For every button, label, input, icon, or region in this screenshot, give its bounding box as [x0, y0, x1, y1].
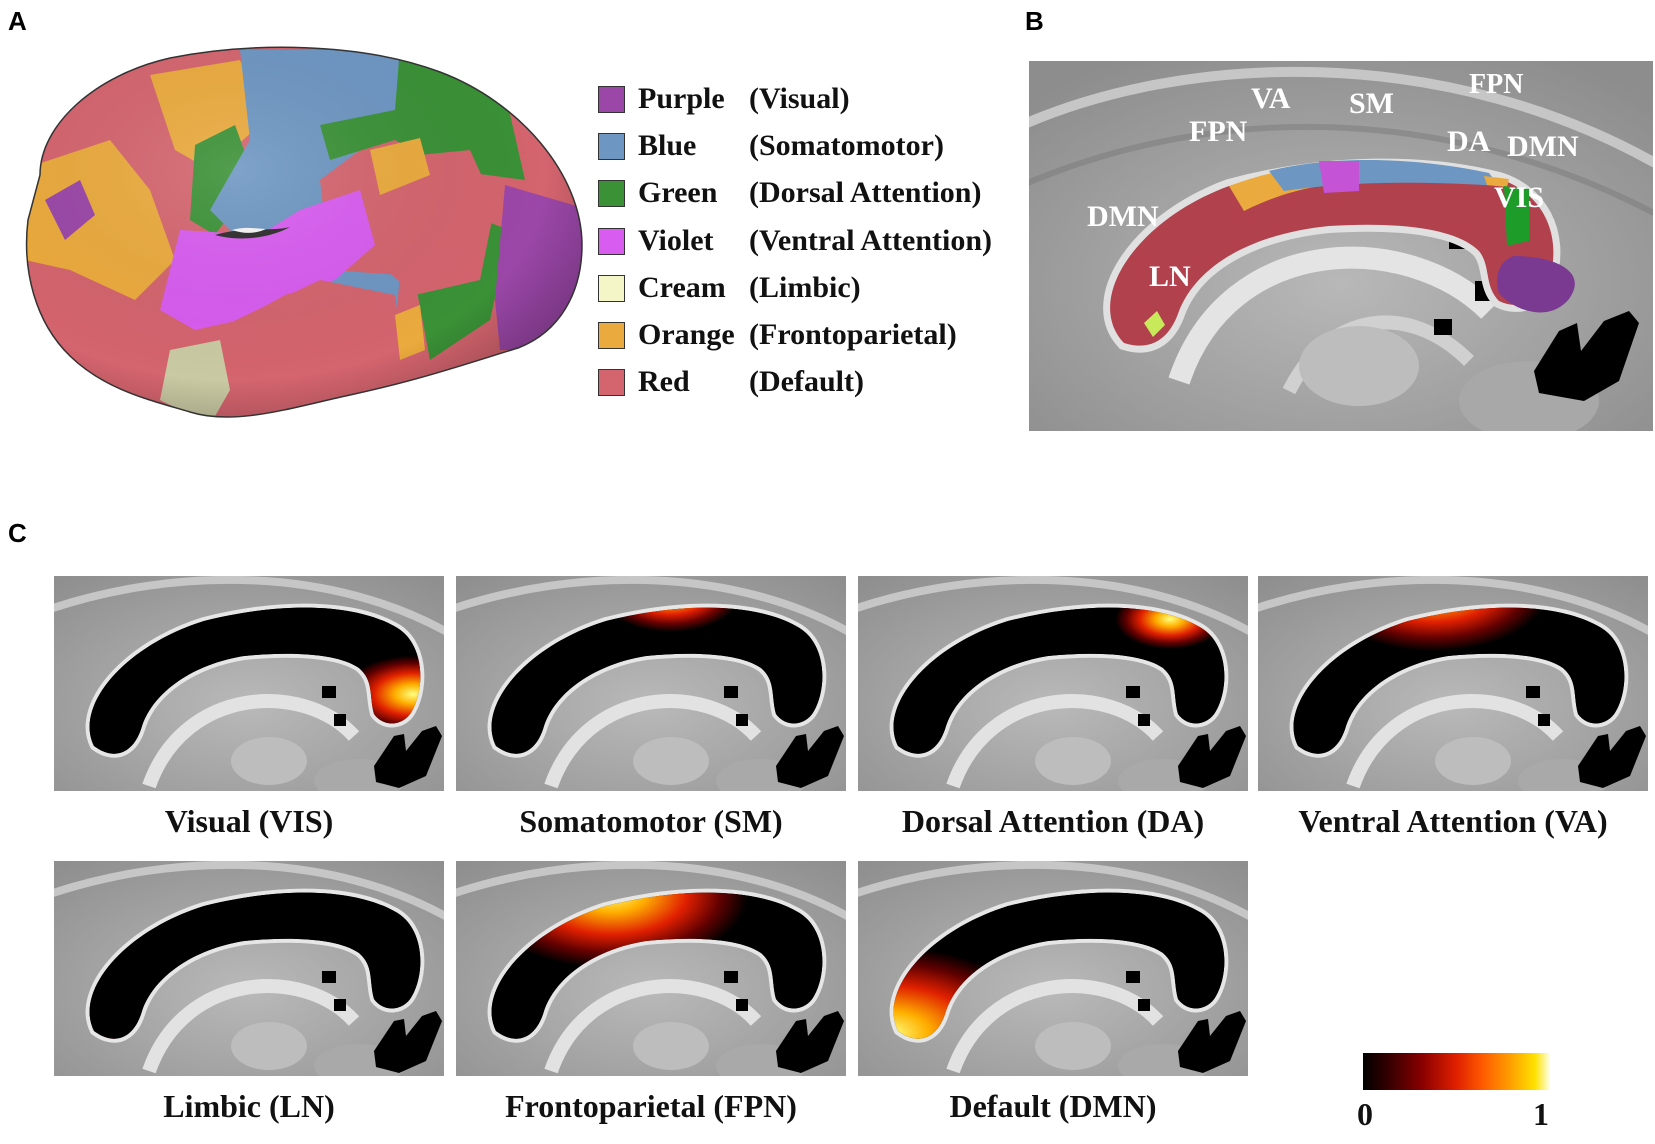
connectivity-map-caption: Dorsal Attention (DA) — [901, 803, 1205, 839]
connectivity-map-caption: Default (DMN) — [949, 1088, 1157, 1124]
legend-color-name: Violet — [638, 223, 714, 257]
connectivity-map-image — [846, 860, 1261, 1088]
connectivity-map-tile: Dorsal Attention (DA) — [846, 575, 1261, 839]
connectivity-map-caption: Somatomotor (SM) — [519, 803, 783, 839]
legend-network-name: (Frontoparietal) — [749, 317, 957, 351]
connectivity-map-image — [846, 575, 1261, 803]
legend-network-name: (Visual) — [749, 82, 850, 115]
connectivity-map-caption: Visual (VIS) — [164, 803, 334, 839]
legend-swatch — [598, 227, 625, 255]
sagittal-label-vis: VIS — [1494, 181, 1544, 214]
sagittal-label-va: VA — [1251, 82, 1291, 115]
connectivity-map-image — [1246, 575, 1655, 803]
connectivity-map-tile: Frontoparietal (FPN) — [444, 860, 859, 1124]
legend-swatch — [598, 180, 625, 208]
legend-color-name: Cream — [638, 270, 726, 304]
connectivity-map-tile: Somatomotor (SM) — [444, 575, 859, 839]
connectivity-map-tile: Ventral Attention (VA) — [1246, 575, 1655, 839]
legend-network-name: (Dorsal Attention) — [749, 176, 982, 210]
connectivity-map-tile: Visual (VIS) — [42, 575, 457, 839]
legend-swatch — [598, 86, 625, 113]
legend-color-name: Orange — [638, 317, 735, 351]
legend-color-name: Red — [638, 365, 690, 399]
panel-letter-c: C — [8, 518, 27, 548]
colorbar-max-label: 1 — [1533, 1096, 1549, 1132]
connectivity-map-caption: Ventral Attention (VA) — [1298, 803, 1608, 839]
colorbar — [1363, 1053, 1550, 1090]
sagittal-label-ln: LN — [1149, 260, 1191, 293]
legend-color-name: Green — [638, 176, 718, 210]
panel-letter-b: B — [1025, 6, 1044, 36]
legend-swatch — [598, 133, 625, 161]
legend-network-name: (Somatomotor) — [749, 129, 944, 163]
connectivity-map-tile: Limbic (LN) — [42, 860, 457, 1124]
legend-network-name: (Default) — [749, 365, 864, 399]
connectivity-map-caption: Frontoparietal (FPN) — [505, 1088, 797, 1124]
connectivity-map-caption: Limbic (LN) — [163, 1088, 335, 1124]
legend-swatch — [598, 274, 625, 302]
connectivity-map-image — [42, 860, 457, 1088]
legend-swatch — [598, 321, 625, 349]
connectivity-map-image — [444, 860, 859, 1088]
sagittal-label-fpn-front: FPN — [1189, 115, 1248, 148]
inflated-cortex-surface — [25, 46, 583, 418]
legend-color-name: Purple — [638, 82, 725, 115]
sagittal-slice: VA SM FPN FPN DA DMN VIS DMN LN — [1029, 61, 1653, 431]
connectivity-map-image — [444, 575, 859, 803]
colorbar-min-label: 0 — [1357, 1096, 1373, 1132]
sagittal-label-fpn-back: FPN — [1469, 69, 1523, 100]
legend-network-name: (Limbic) — [749, 270, 861, 304]
panel-letter-a: A — [8, 6, 27, 36]
sagittal-label-dmn-front: DMN — [1087, 200, 1159, 233]
sagittal-label-da: DA — [1447, 125, 1491, 158]
connectivity-map-tile: Default (DMN) — [846, 860, 1261, 1124]
legend-swatch — [598, 369, 625, 397]
legend-network-name: (Ventral Attention) — [749, 223, 993, 257]
sagittal-label-dmn-back: DMN — [1507, 130, 1579, 163]
connectivity-map-image — [42, 575, 457, 803]
legend-color-name: Blue — [638, 129, 697, 163]
sagittal-label-sm: SM — [1349, 87, 1394, 120]
